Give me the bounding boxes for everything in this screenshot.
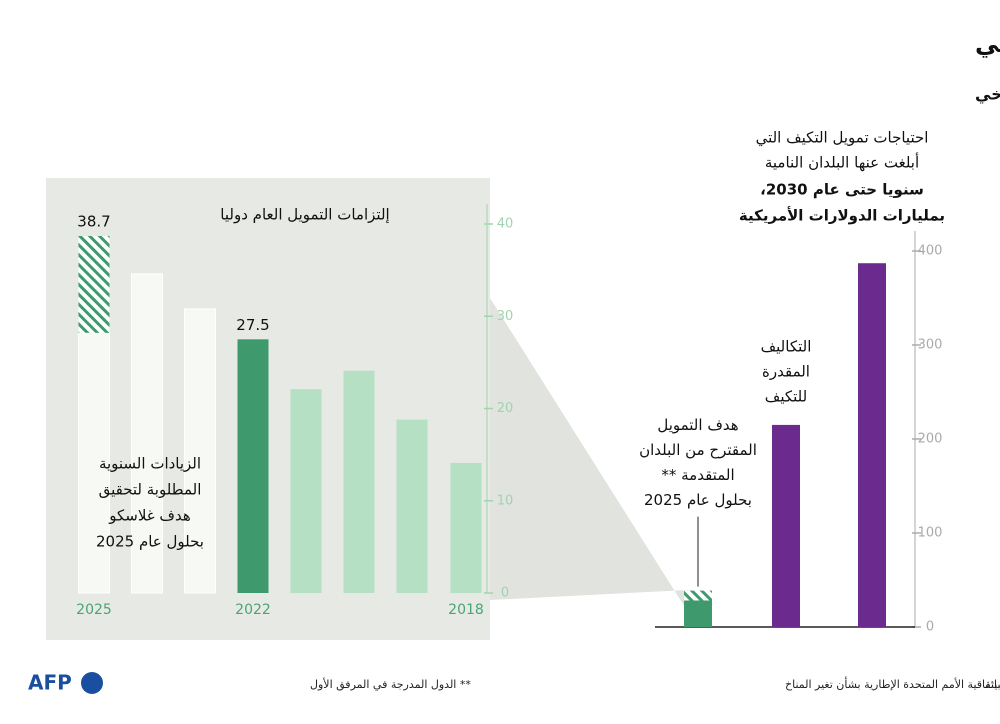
category-annotation: هدف التمويل xyxy=(657,416,738,434)
bar xyxy=(684,600,712,627)
bar xyxy=(290,389,322,593)
footnote: ** الدول المدرجة في المرفق الأول xyxy=(310,677,471,692)
bar xyxy=(184,308,216,594)
bar-increase xyxy=(78,235,110,333)
bar xyxy=(772,424,800,627)
y-tick-label: 400 xyxy=(918,244,943,259)
annotation: بحلول عام 2025 xyxy=(96,533,204,551)
category-annotation: المقدرة xyxy=(762,362,810,380)
category-annotation: المقترح من البلدان xyxy=(639,441,757,459)
y-axis-label: أبلغت عنها البلدان النامية xyxy=(765,153,919,172)
y-tick-label: 200 xyxy=(918,432,943,447)
y-tick-label: 300 xyxy=(918,338,943,353)
logo-mark xyxy=(81,672,103,694)
y-tick-label: 0 xyxy=(501,586,509,601)
x-tick-label: 2022 xyxy=(235,602,271,618)
annotation: الزيادات السنوية xyxy=(99,455,201,473)
source: المصدر:برنامج الأمم المتحدة للبيئة xyxy=(985,677,1000,691)
category-annotation: بحلول عام 2025 xyxy=(644,491,752,509)
chart-title: إلتزامات التمويل العام دوليا xyxy=(220,206,389,224)
category-annotation: المتقدمة ** xyxy=(661,466,734,484)
annotation: المطلوبة لتحقيق xyxy=(99,481,202,499)
category-annotation: للتكيف xyxy=(765,387,807,405)
y-axis-label: بمليارات الدولارات الأمريكية xyxy=(739,207,945,225)
bar xyxy=(858,263,886,627)
zoom-connector xyxy=(490,298,688,612)
y-tick-label: 100 xyxy=(918,526,943,541)
footnote: * الدول غير المدرجة في المرفق الأول من ا… xyxy=(785,676,1000,692)
y-axis-label: سنويا حتى عام 2030، xyxy=(760,181,924,199)
category-annotation: التكاليف xyxy=(761,337,812,355)
y-tick-label: 30 xyxy=(497,309,514,324)
bar xyxy=(78,332,110,594)
x-tick-label: 2025 xyxy=(76,602,112,618)
y-tick-label: 0 xyxy=(926,620,934,635)
bar xyxy=(131,273,163,594)
subtitle: الدول المتقدمة* بعيدة كل البعد عن تلبية … xyxy=(975,85,1000,105)
title: الفجوة الكبيرة بين الاحتياجات والالتزاما… xyxy=(975,30,1000,58)
annotation: هدف غلاسكو xyxy=(108,507,191,525)
bar-increase xyxy=(684,590,712,601)
bar xyxy=(237,339,269,593)
value-label: 38.7 xyxy=(77,212,110,230)
y-tick-label: 10 xyxy=(497,493,514,508)
y-tick-label: 40 xyxy=(497,217,514,232)
bar xyxy=(396,419,428,593)
x-tick-label: 2018 xyxy=(448,602,484,618)
logo: AFP xyxy=(28,671,72,695)
y-axis-label: احتياجات تمويل التكيف التي xyxy=(756,129,929,148)
y-tick-label: 20 xyxy=(497,401,514,416)
bar xyxy=(450,462,482,593)
bar xyxy=(343,370,375,593)
value-label: 27.5 xyxy=(236,316,269,334)
